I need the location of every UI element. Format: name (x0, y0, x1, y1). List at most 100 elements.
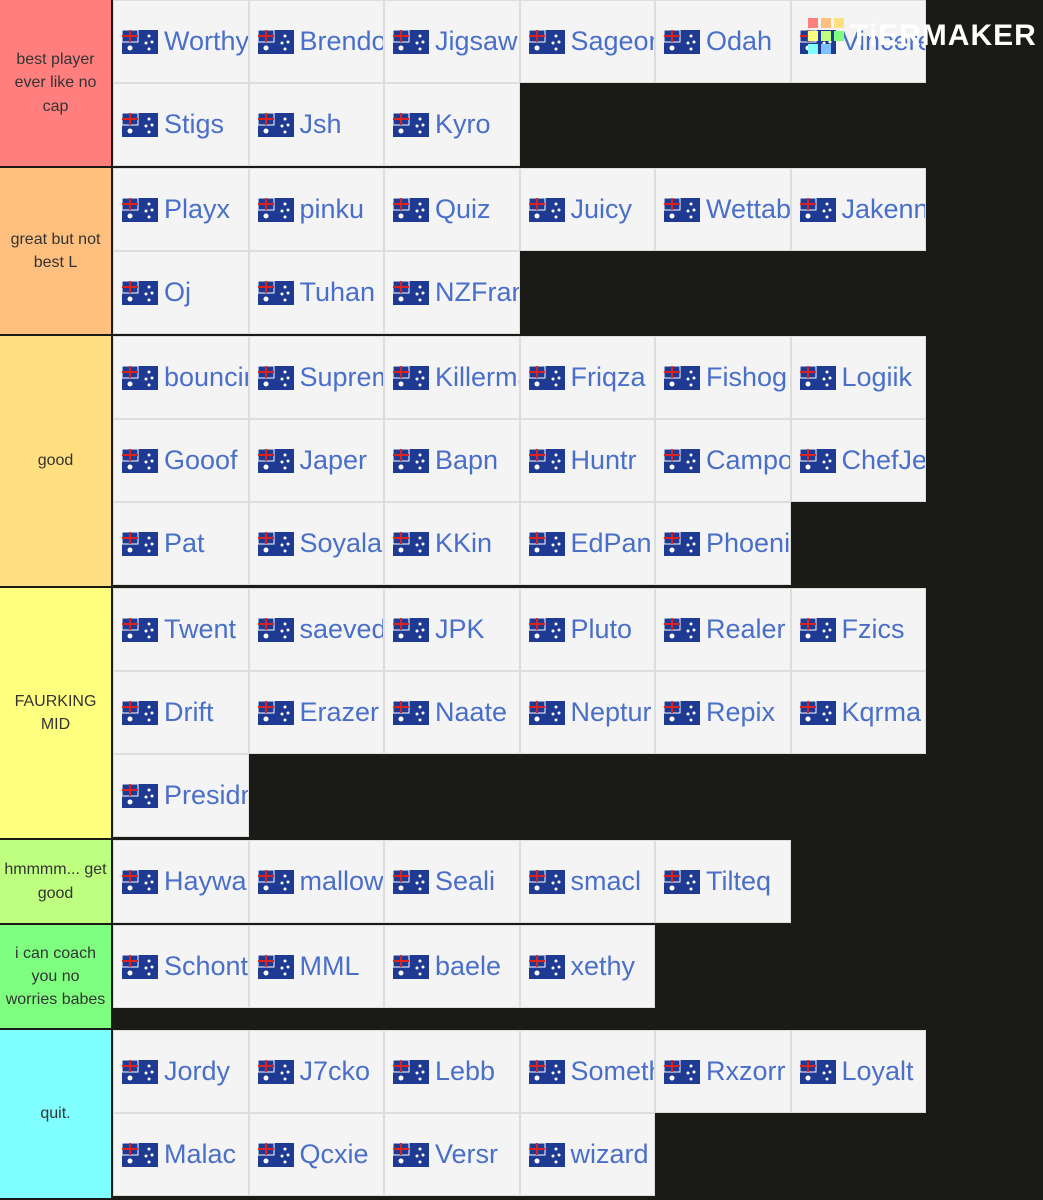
item-tile[interactable]: JPK (384, 588, 520, 671)
item-tile[interactable]: Somethi (519, 1030, 655, 1113)
item-name: Worthy (164, 26, 249, 56)
item-tile[interactable]: Tuhan (248, 251, 384, 334)
item-tile[interactable]: Neptur (519, 671, 655, 754)
tier-label: good (0, 336, 113, 586)
item-tile[interactable]: J7cko (248, 1030, 384, 1113)
item-name: Neptur (570, 697, 652, 727)
item-name: Sageon (570, 26, 655, 56)
item-name: Loyalt (841, 1056, 914, 1086)
item-tile[interactable]: EdPan (519, 502, 655, 585)
item-tile[interactable]: Tilteq (655, 840, 791, 923)
item-tile[interactable]: Odah (655, 0, 791, 83)
flag (122, 112, 158, 137)
item-name: J7cko (299, 1056, 371, 1086)
flag (528, 29, 565, 54)
item-tile[interactable]: saeved (248, 588, 384, 671)
item-tile[interactable]: Realer (655, 588, 791, 671)
item-tile[interactable]: Seali (384, 840, 520, 923)
item-tile[interactable]: Loyalt (790, 1030, 926, 1113)
item-tile[interactable]: Repix (655, 671, 791, 754)
item-name: Playx (164, 194, 231, 224)
item-tile[interactable]: Pluto (519, 588, 655, 671)
item-tile[interactable]: xethy (519, 925, 655, 1008)
item-tile[interactable]: Versr (384, 1113, 520, 1196)
item-tile[interactable]: Brendo (248, 0, 384, 83)
item-tile[interactable]: Campo (655, 419, 791, 502)
item-tile[interactable]: Schont (113, 925, 249, 1008)
item-tile[interactable]: Oj (113, 251, 249, 334)
item-tile[interactable]: Sageon (519, 0, 655, 83)
item-tile[interactable]: Soyalan (248, 502, 384, 585)
item-tile[interactable]: mallow (248, 840, 384, 923)
item-tile[interactable]: Juicy (519, 168, 655, 251)
item-tile[interactable]: Huntr (519, 419, 655, 502)
item-tile[interactable]: smacl (519, 840, 655, 923)
item-tile[interactable]: Kyro (384, 83, 520, 166)
item-tile[interactable]: Jakenna (790, 168, 926, 251)
item-tile[interactable]: Drift (113, 671, 249, 754)
item-tile[interactable]: Logiik (790, 336, 926, 419)
item-tile[interactable]: Jordy (113, 1030, 249, 1113)
item-tile[interactable]: Rxzorr (655, 1030, 791, 1113)
flag (257, 29, 294, 54)
item-name: Campo (706, 445, 791, 475)
item-name: Realer (706, 614, 786, 644)
item-name: Repix (706, 697, 776, 727)
item-tile[interactable]: Twent (113, 588, 249, 671)
item-name: KKin (435, 528, 493, 558)
item-tile[interactable]: wizard (519, 1113, 655, 1196)
flag (664, 617, 700, 642)
item-tile[interactable]: Haywar (113, 840, 249, 923)
item-tile[interactable]: Kqrma (790, 671, 926, 754)
item-name: saeved (299, 614, 384, 644)
item-name: Wettable (706, 194, 791, 224)
flag (257, 448, 294, 473)
item-tile[interactable]: KKin (384, 502, 520, 585)
item-tile[interactable]: Stigs (113, 83, 249, 166)
item-tile[interactable]: Malac (113, 1113, 249, 1196)
item-tile[interactable]: Fishog (655, 336, 791, 419)
item-tile[interactable]: Supremis (248, 336, 384, 419)
item-tile[interactable]: Worthy (113, 0, 249, 83)
item-name: Stigs (164, 109, 225, 139)
item-tile[interactable]: Killerma (384, 336, 520, 419)
item-tile[interactable]: bouncinb (113, 336, 249, 419)
item-tile[interactable]: Japer (248, 419, 384, 502)
item-name: Logiik (841, 362, 913, 392)
flag (393, 1059, 429, 1084)
item-tile[interactable]: Fzics (790, 588, 926, 671)
item-tile[interactable]: MML (248, 925, 384, 1008)
item-tile[interactable]: NZFrankie (384, 251, 520, 334)
item-name: Tuhan (299, 277, 376, 307)
item-tile[interactable]: Playx (113, 168, 249, 251)
item-tile[interactable]: baele (384, 925, 520, 1008)
item-tile[interactable]: Pat (113, 502, 249, 585)
item-name: Kyro (435, 109, 491, 139)
item-name: Fishog (706, 362, 788, 392)
item-name: EdPan (570, 528, 652, 558)
item-name: NZFrankie (435, 277, 519, 307)
item-tile[interactable]: Erazer (248, 671, 384, 754)
tier-label: FAURKING MID (0, 588, 113, 838)
item-tile[interactable]: Jigsaw (384, 0, 520, 83)
item-tile[interactable]: Presidn (113, 754, 249, 837)
item-name: Supremis (299, 362, 384, 392)
item-tile[interactable]: Naate (384, 671, 520, 754)
item-tile[interactable]: Bapn (384, 419, 520, 502)
flag (122, 197, 158, 222)
item-tile[interactable]: Jsh (248, 83, 384, 166)
flag (257, 700, 294, 725)
item-tile[interactable]: Lebb (384, 1030, 520, 1113)
item-name: wizard (570, 1139, 649, 1169)
flag (664, 29, 700, 54)
item-tile[interactable]: Friqza (519, 336, 655, 419)
item-tile[interactable]: Quiz (384, 168, 520, 251)
item-tile[interactable]: pinku (248, 168, 384, 251)
item-tile[interactable]: Qcxie (248, 1113, 384, 1196)
item-tile[interactable]: Gooof (113, 419, 249, 502)
logo-text: TiERMAKER (850, 19, 1037, 52)
item-tile[interactable]: ChefJeff (790, 419, 926, 502)
item-tile[interactable]: Phoenix (655, 502, 791, 585)
item-tile[interactable]: Wettable (655, 168, 791, 251)
